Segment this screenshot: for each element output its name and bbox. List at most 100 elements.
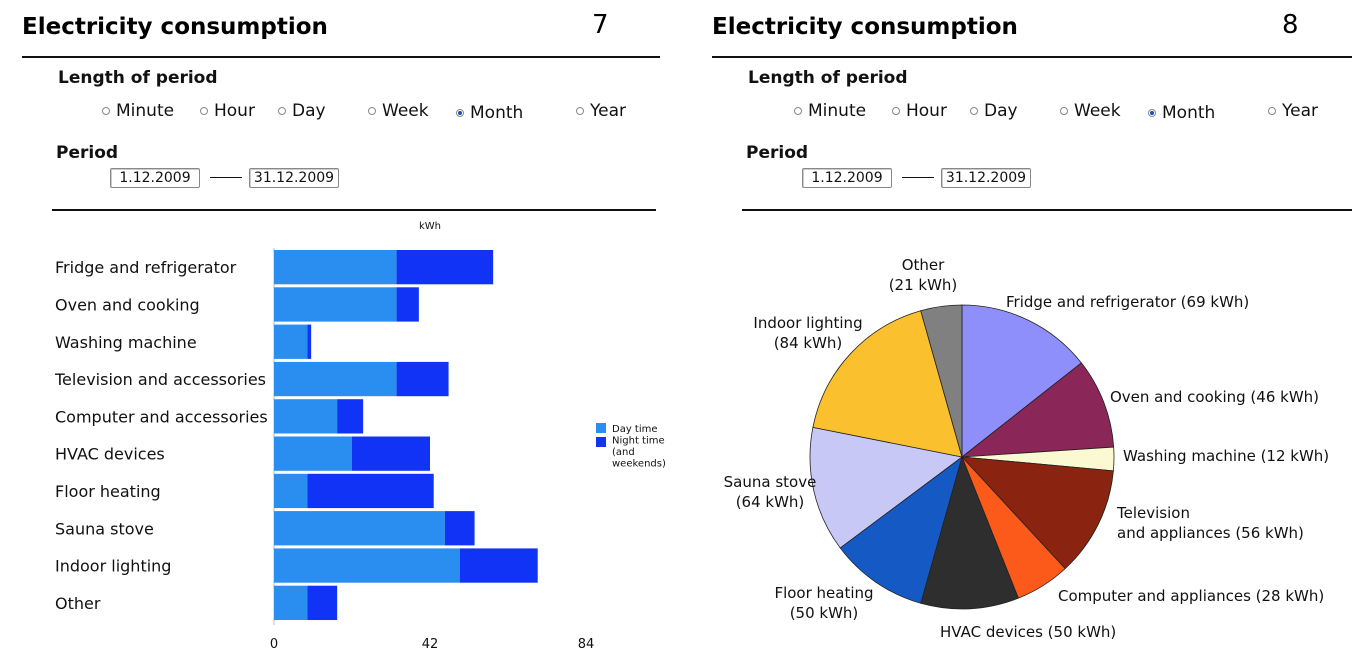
bar-computer-and-accessories-day: [274, 399, 338, 434]
radio-year[interactable]: Year: [1268, 101, 1318, 121]
category-label: Fridge and refrigerator: [55, 258, 237, 277]
legend-label: Night time: [612, 436, 665, 447]
pie-label-line: Computer and appliances (28 kWh): [1058, 587, 1324, 605]
bar-television-and-accessories-night: [396, 361, 449, 397]
radio-year-label: Year: [1282, 101, 1318, 121]
pie-slice-indoor-lighting: [812, 310, 963, 458]
page-title: Electricity consumption: [712, 14, 1018, 40]
bar-indoor-lighting-night: [459, 548, 538, 583]
left-panel: Electricity consumption 7 Length of peri…: [22, 10, 666, 652]
radio-year-label: Year: [590, 101, 626, 121]
category-label: Television and accessories: [54, 370, 266, 389]
period-end-field[interactable]: 31.12.2009: [941, 168, 1031, 188]
title-divider: [22, 56, 660, 58]
pie-label: Washing machine (12 kWh): [1123, 447, 1329, 465]
radio-week-dot[interactable]: [368, 107, 376, 115]
radio-week-dot[interactable]: [1060, 107, 1068, 115]
radio-day-dot[interactable]: [970, 107, 978, 115]
bar-fridge-and-refrigerator-night: [396, 250, 494, 285]
bar-hvac-devices-night: [352, 436, 430, 471]
period-length-options: Minute Hour Day Week Month Year: [690, 101, 1364, 127]
radio-week[interactable]: Week: [1060, 101, 1121, 121]
radio-hour-dot[interactable]: [200, 107, 208, 115]
legend-label: (and: [612, 447, 635, 458]
pie-label-line: Washing machine (12 kWh): [1123, 447, 1329, 465]
category-label: HVAC devices: [55, 445, 165, 464]
pie-label-line: (50 kWh): [790, 604, 859, 622]
radio-month-dot[interactable]: [456, 109, 464, 117]
pie-label-line: Sauna stove: [724, 473, 817, 491]
bar-oven-and-cooking-night: [396, 287, 419, 322]
radio-week[interactable]: Week: [368, 101, 429, 121]
category-label: Other: [55, 594, 101, 613]
radio-day[interactable]: Day: [970, 101, 1018, 121]
radio-year-dot[interactable]: [1268, 107, 1276, 115]
pie-label-line: Floor heating: [774, 584, 873, 602]
pie-label: Sauna stove (64 kWh): [724, 473, 817, 511]
category-label: Computer and accessories: [55, 407, 268, 426]
category-label: Washing machine: [55, 333, 197, 352]
pie-label: Oven and cooking (46 kWh): [1110, 388, 1319, 406]
radio-month-label: Month: [470, 103, 524, 123]
page-title: Electricity consumption: [22, 14, 328, 40]
pie-label-line: Television: [1116, 504, 1190, 522]
radio-minute-label: Minute: [808, 101, 867, 121]
radio-minute-dot[interactable]: [794, 107, 802, 115]
pie-label-line: (21 kWh): [889, 276, 958, 294]
period-dash: [902, 177, 934, 178]
pie-label-line: and appliances (56 kWh): [1117, 524, 1304, 542]
x-tick-label: 0: [270, 637, 278, 652]
radio-month[interactable]: Month: [1148, 103, 1215, 123]
x-tick-label: 84: [578, 637, 595, 652]
radio-minute-label: Minute: [116, 101, 175, 121]
radio-day[interactable]: Day: [278, 101, 326, 121]
pie-label-line: Other: [902, 256, 945, 274]
pie-label: Television and appliances (56 kWh): [1116, 504, 1304, 542]
radio-month[interactable]: Month: [456, 103, 523, 123]
radio-minute[interactable]: Minute: [102, 101, 174, 121]
bar-sauna-stove-night: [444, 511, 475, 546]
pie-label: Floor heating (50 kWh): [774, 584, 873, 622]
radio-month-label: Month: [1162, 103, 1216, 123]
legend-label: Day time: [612, 424, 658, 435]
radio-week-label: Week: [1074, 101, 1121, 121]
legend-swatch: [596, 437, 606, 447]
radio-month-dot[interactable]: [1148, 109, 1156, 117]
radio-hour[interactable]: Hour: [892, 101, 947, 121]
period-end-field[interactable]: 31.12.2009: [249, 168, 339, 188]
category-label: Sauna stove: [55, 519, 154, 538]
bar-other-day: [274, 585, 308, 620]
bar-indoor-lighting-day: [274, 548, 460, 583]
radio-hour[interactable]: Hour: [200, 101, 255, 121]
pie-slice-other: [920, 304, 963, 458]
radio-year[interactable]: Year: [576, 101, 626, 121]
pie-label-line: Oven and cooking (46 kWh): [1110, 388, 1319, 406]
pie-label-line: Fridge and refrigerator (69 kWh): [1006, 293, 1249, 311]
period-label: Period: [56, 143, 119, 163]
legend-swatch: [596, 423, 606, 433]
bar-fridge-and-refrigerator-day: [274, 250, 397, 285]
pie-slice-television-and-appliances: [960, 456, 1114, 570]
period-start-field[interactable]: 1.12.2009: [802, 168, 892, 188]
pie-label: HVAC devices (50 kWh): [940, 623, 1116, 641]
radio-minute-dot[interactable]: [102, 107, 110, 115]
slide-number: 8: [1282, 10, 1299, 40]
pie-label-line: (64 kWh): [736, 493, 805, 511]
chart-title: kWh: [419, 221, 441, 232]
pie-slice-fridge-and-refrigerator: [961, 304, 1082, 458]
category-label: Floor heating: [55, 482, 161, 501]
radio-year-dot[interactable]: [576, 107, 584, 115]
period-start-field[interactable]: 1.12.2009: [110, 168, 200, 188]
category-label: Indoor lighting: [55, 557, 171, 576]
bar-computer-and-accessories-night: [337, 399, 364, 434]
radio-day-dot[interactable]: [278, 107, 286, 115]
radio-day-label: Day: [292, 101, 326, 121]
pie-slice-floor-heating: [839, 455, 963, 604]
category-label: Oven and cooking: [55, 295, 200, 314]
pie-chart: Fridge and refrigerator (69 kWh) Oven and…: [724, 256, 1330, 641]
section-divider: [52, 209, 656, 211]
radio-hour-dot[interactable]: [892, 107, 900, 115]
pie-label: Computer and appliances (28 kWh): [1058, 587, 1324, 605]
radio-minute[interactable]: Minute: [794, 101, 866, 121]
title-divider: [712, 56, 1352, 58]
